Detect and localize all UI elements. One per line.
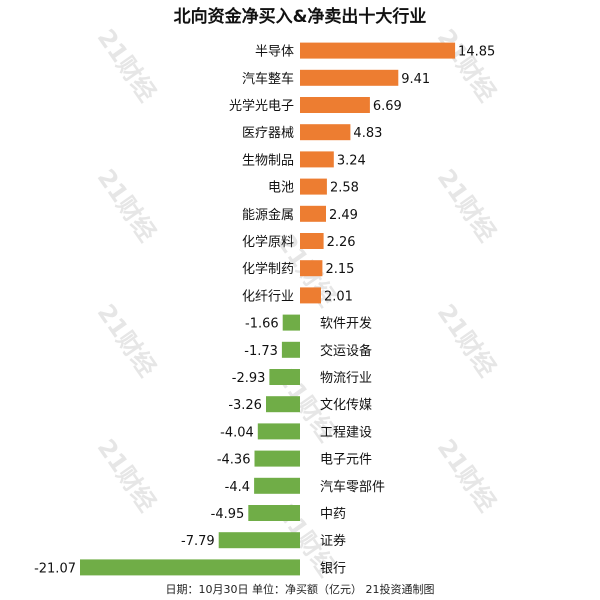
value-label: -7.79	[181, 534, 215, 549]
category-label: 物流行业	[320, 371, 372, 386]
value-label: 2.58	[330, 181, 359, 196]
bar-6	[300, 205, 326, 222]
value-label: -4.95	[211, 507, 245, 522]
watermark-text: 21财经	[92, 299, 162, 382]
value-label: 14.85	[458, 45, 495, 60]
category-label: 汽车整车	[242, 71, 294, 87]
value-label: 6.69	[373, 99, 402, 114]
value-label: 2.49	[329, 208, 358, 223]
bar-9	[300, 287, 321, 304]
watermark-text: 21财经	[92, 24, 162, 107]
bar-18	[218, 532, 300, 549]
value-label: 2.15	[325, 262, 354, 277]
value-label: 9.41	[401, 72, 430, 87]
value-label: -2.93	[232, 371, 266, 386]
bar-0	[300, 42, 456, 59]
watermark-text: 21财经	[432, 434, 502, 517]
bar-17	[248, 505, 300, 521]
category-label: 软件开发	[320, 316, 372, 332]
category-label: 电池	[268, 181, 294, 196]
bar-14	[257, 423, 300, 440]
category-label: 化学制药	[242, 261, 294, 277]
bar-1	[300, 69, 399, 86]
value-label: -4.36	[217, 453, 251, 468]
category-label: 化纤行业	[242, 289, 294, 304]
value-label: 4.83	[353, 126, 382, 141]
watermark-text: 21财经	[92, 434, 162, 517]
category-label: 医疗器械	[242, 126, 294, 141]
category-label: 交运设备	[320, 343, 372, 359]
watermark-text: 21财经	[432, 299, 502, 382]
category-label: 中药	[320, 507, 346, 522]
bar-8	[300, 260, 323, 277]
chart-title: 北向资金净买入&净卖出十大行业	[173, 7, 427, 27]
bars	[80, 42, 456, 576]
category-label: 半导体	[255, 45, 294, 60]
bar-7	[300, 233, 324, 249]
category-label: 化学原料	[242, 234, 294, 250]
category-label: 工程建设	[320, 425, 372, 440]
value-label: 2.26	[327, 235, 356, 250]
watermark-text: 21财经	[432, 164, 502, 247]
category-label: 文化传媒	[320, 398, 372, 413]
watermark-text: 21财经	[92, 164, 162, 247]
value-label: -1.73	[244, 344, 278, 359]
bar-5	[300, 178, 327, 195]
value-label: 3.24	[337, 153, 366, 168]
bar-16	[254, 477, 300, 494]
watermark-text: 21财经	[432, 24, 502, 107]
bar-19	[80, 559, 300, 576]
bar-2	[300, 97, 370, 113]
value-label: -3.26	[228, 398, 262, 413]
bar-10	[282, 314, 300, 331]
bar-15	[254, 450, 300, 467]
chart-footer: 日期：10月30日 单位：净买额（亿元） 21投资通制图	[165, 583, 435, 596]
value-label: -1.66	[245, 317, 279, 332]
category-label: 生物制品	[242, 153, 294, 168]
value-label: 2.01	[324, 289, 353, 304]
category-label: 光学光电子	[229, 98, 294, 114]
bar-3	[300, 124, 351, 141]
category-label: 电子元件	[320, 453, 372, 468]
value-label: -4.04	[220, 425, 254, 440]
bar-12	[269, 369, 300, 385]
category-label: 能源金属	[242, 207, 294, 223]
category-label: 证券	[320, 533, 346, 549]
value-label: -4.4	[225, 480, 250, 495]
bar-4	[300, 151, 334, 168]
value-label: -21.07	[34, 561, 76, 576]
bar-11	[281, 341, 300, 358]
bar-13	[266, 396, 300, 413]
category-label: 银行	[320, 561, 346, 576]
category-label: 汽车零部件	[320, 479, 385, 495]
labels: 半导体 14.85 汽车整车 9.41 光学光电子 6.69 医疗器械 4.83 生物制品 3.2…	[34, 45, 495, 577]
